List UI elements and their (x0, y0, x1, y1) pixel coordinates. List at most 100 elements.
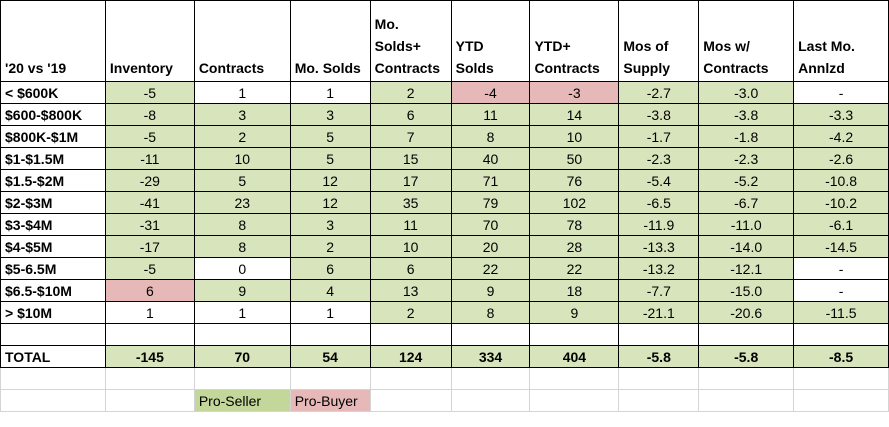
empty-cell[interactable] (369, 389, 452, 412)
table-cell[interactable]: 76 (529, 169, 620, 192)
column-header[interactable]: '20 vs '19 (0, 0, 106, 82)
empty-cell[interactable] (0, 367, 106, 390)
table-cell[interactable]: 6 (104, 279, 195, 302)
table-cell[interactable]: -41 (104, 191, 195, 214)
column-header[interactable]: Contracts (193, 0, 291, 82)
column-header[interactable]: YTD+ Contracts (529, 0, 620, 82)
total-label[interactable]: TOTAL (0, 345, 106, 368)
table-cell[interactable]: -3.0 (698, 81, 795, 104)
total-cell[interactable]: -5.8 (618, 345, 700, 368)
table-cell[interactable]: 22 (450, 257, 531, 280)
table-cell[interactable]: -21.1 (618, 301, 700, 324)
table-cell[interactable]: 10 (369, 235, 452, 258)
table-cell[interactable]: 7 (369, 125, 452, 148)
table-cell[interactable]: 9 (450, 279, 531, 302)
total-cell[interactable]: 54 (289, 345, 371, 368)
table-cell[interactable]: 5 (289, 147, 371, 170)
table-cell[interactable]: -6.1 (793, 213, 889, 236)
table-cell[interactable]: 3 (289, 213, 371, 236)
table-cell[interactable]: -1.7 (618, 125, 700, 148)
table-cell[interactable]: 102 (529, 191, 620, 214)
table-cell[interactable]: -5 (104, 125, 195, 148)
table-cell[interactable]: 14 (529, 103, 620, 126)
table-cell[interactable]: 2 (289, 235, 371, 258)
table-cell[interactable]: -3 (529, 81, 620, 104)
table-cell[interactable]: 17 (369, 169, 452, 192)
table-cell[interactable]: -11.5 (793, 301, 889, 324)
table-cell[interactable]: 20 (450, 235, 531, 258)
total-cell[interactable]: -8.5 (793, 345, 889, 368)
table-cell[interactable]: 11 (450, 103, 531, 126)
table-cell[interactable]: 8 (193, 213, 291, 236)
table-cell[interactable]: 6 (289, 257, 371, 280)
empty-cell[interactable] (450, 367, 531, 390)
empty-cell[interactable] (193, 367, 291, 390)
table-cell[interactable]: -11 (104, 147, 195, 170)
table-cell[interactable]: 1 (289, 301, 371, 324)
column-header[interactable]: Inventory (104, 0, 195, 82)
table-cell[interactable]: 15 (369, 147, 452, 170)
table-cell[interactable]: -1.8 (698, 125, 795, 148)
column-header[interactable]: Last Mo. Annlzd (793, 0, 889, 82)
column-header[interactable]: Mo. Solds+ Contracts (369, 0, 452, 82)
table-cell[interactable]: 4 (289, 279, 371, 302)
total-cell[interactable]: 124 (369, 345, 452, 368)
price-range-label[interactable]: $4-$5M (0, 235, 106, 258)
price-range-label[interactable]: $600-$800K (0, 103, 106, 126)
table-cell[interactable]: 78 (529, 213, 620, 236)
table-cell[interactable]: 9 (193, 279, 291, 302)
empty-cell[interactable] (369, 323, 452, 346)
table-cell[interactable]: 1 (104, 301, 195, 324)
empty-cell[interactable] (369, 367, 452, 390)
total-cell[interactable]: -5.8 (698, 345, 795, 368)
price-range-label[interactable]: $800K-$1M (0, 125, 106, 148)
price-range-label[interactable]: $2-$3M (0, 191, 106, 214)
table-cell[interactable]: - (793, 257, 889, 280)
empty-cell[interactable] (618, 367, 700, 390)
table-cell[interactable]: 6 (369, 103, 452, 126)
table-cell[interactable]: -11.9 (618, 213, 700, 236)
table-cell[interactable]: -29 (104, 169, 195, 192)
empty-cell[interactable] (104, 367, 195, 390)
column-header[interactable]: YTD Solds (450, 0, 531, 82)
empty-cell[interactable] (289, 367, 371, 390)
table-cell[interactable]: -13.2 (618, 257, 700, 280)
table-cell[interactable]: -4 (450, 81, 531, 104)
table-cell[interactable]: 35 (369, 191, 452, 214)
table-cell[interactable]: 12 (289, 191, 371, 214)
table-cell[interactable]: 9 (529, 301, 620, 324)
table-cell[interactable]: -14.0 (698, 235, 795, 258)
empty-cell[interactable] (529, 389, 620, 412)
table-cell[interactable]: 2 (193, 125, 291, 148)
table-cell[interactable]: - (793, 81, 889, 104)
table-cell[interactable]: -17 (104, 235, 195, 258)
table-cell[interactable]: -2.3 (618, 147, 700, 170)
price-range-label[interactable]: < $600K (0, 81, 106, 104)
table-cell[interactable]: -10.2 (793, 191, 889, 214)
table-cell[interactable]: 8 (193, 235, 291, 258)
table-cell[interactable]: 28 (529, 235, 620, 258)
price-range-label[interactable]: $1-$1.5M (0, 147, 106, 170)
empty-cell[interactable] (0, 389, 106, 412)
empty-cell[interactable] (793, 389, 889, 412)
empty-cell[interactable] (698, 389, 795, 412)
table-cell[interactable]: -5.2 (698, 169, 795, 192)
table-cell[interactable]: -31 (104, 213, 195, 236)
empty-cell[interactable] (793, 367, 889, 390)
table-cell[interactable]: 2 (369, 301, 452, 324)
table-cell[interactable]: 2 (369, 81, 452, 104)
price-range-label[interactable]: $3-$4M (0, 213, 106, 236)
empty-cell[interactable] (618, 389, 700, 412)
table-cell[interactable]: -2.6 (793, 147, 889, 170)
table-cell[interactable]: 8 (450, 125, 531, 148)
price-range-label[interactable]: $1.5-$2M (0, 169, 106, 192)
empty-cell[interactable] (193, 323, 291, 346)
table-cell[interactable]: 10 (193, 147, 291, 170)
table-cell[interactable]: -6.5 (618, 191, 700, 214)
empty-cell[interactable] (793, 323, 889, 346)
table-cell[interactable]: -3.8 (618, 103, 700, 126)
table-cell[interactable]: 23 (193, 191, 291, 214)
empty-cell[interactable] (698, 323, 795, 346)
empty-cell[interactable] (450, 389, 531, 412)
table-cell[interactable]: 1 (193, 81, 291, 104)
